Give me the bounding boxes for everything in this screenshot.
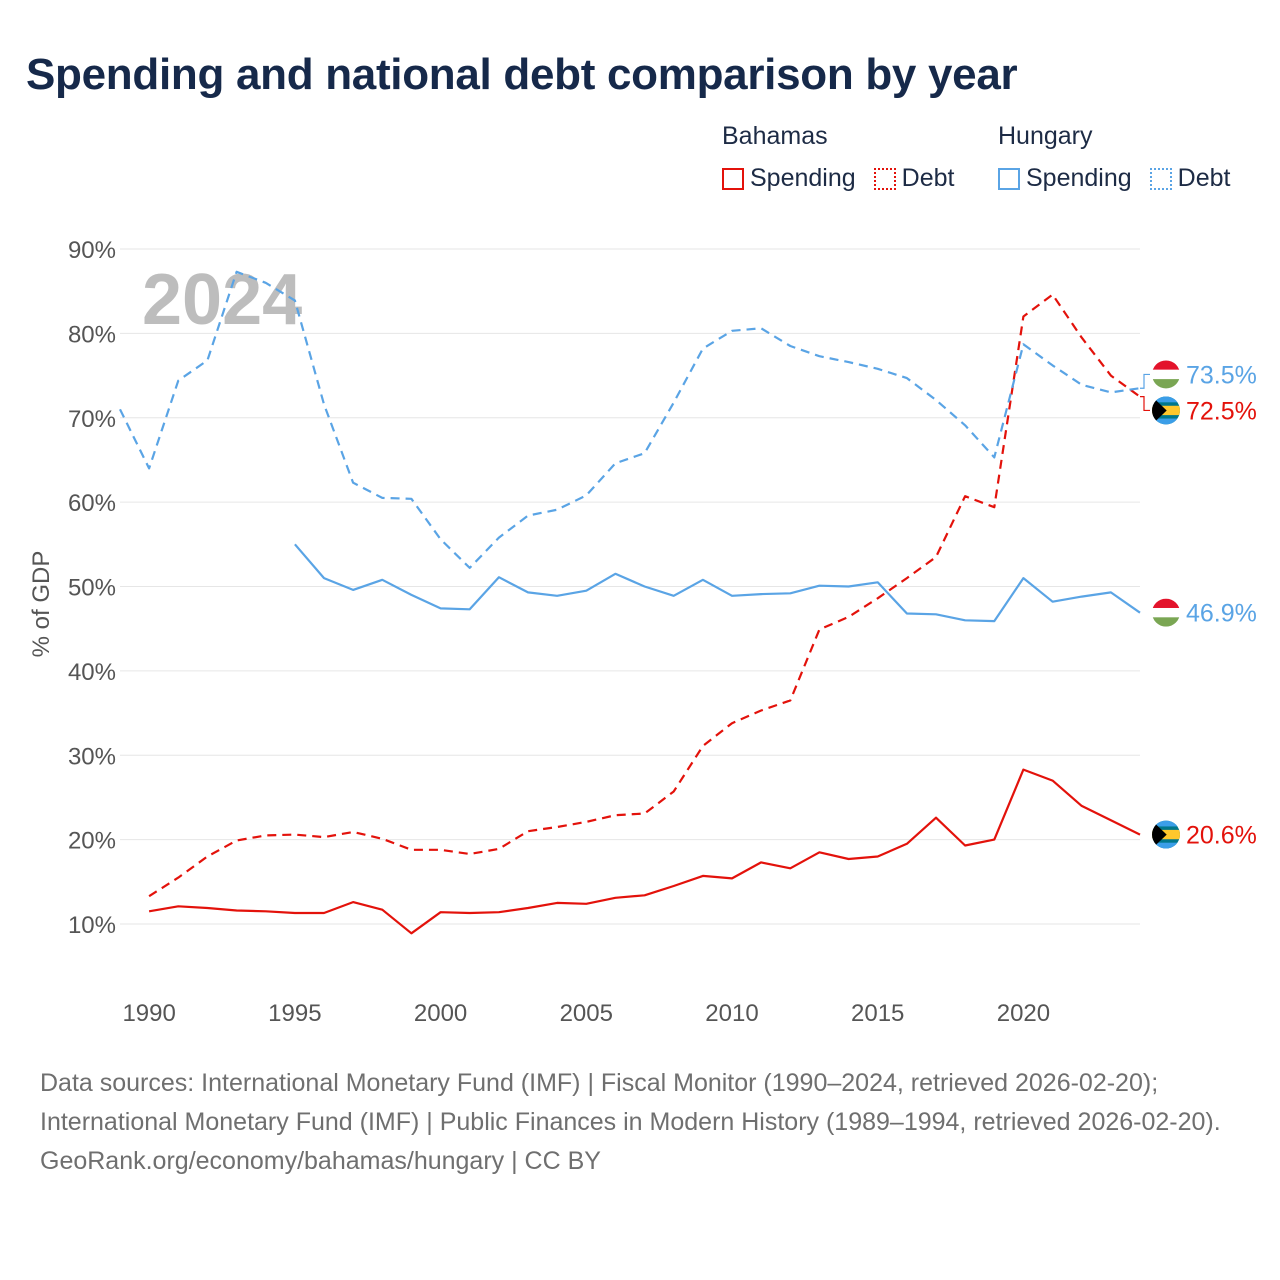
grid-layer xyxy=(120,248,1140,925)
axis-layer: 10% 20% 30% 40% 50% 60% 70% 80% 90% 1990 1995 2000 2… xyxy=(68,237,1050,1027)
legend-solid-swatch-icon xyxy=(722,167,744,190)
data-sources-text: Data sources: International Monetary Fun… xyxy=(40,1069,1221,1136)
end-marker-hungary: 73.5% xyxy=(1140,360,1257,389)
chart-title: Spending and national debt comparison by… xyxy=(26,50,1018,99)
legend-solid-swatch-icon xyxy=(998,167,1020,190)
legend-bahamas-debt-label: Debt xyxy=(901,164,955,192)
x-tick-label: 2015 xyxy=(851,1000,904,1027)
end-marker-bahamas: 20.6% xyxy=(1152,820,1257,850)
y-tick-label: 70% xyxy=(68,406,116,433)
x-tick-label: 2020 xyxy=(997,1000,1050,1027)
y-tick-label: 90% xyxy=(68,237,116,264)
end-marker-bahamas: 72.5% xyxy=(1140,396,1257,425)
end-marker-hungary: 46.9% xyxy=(1152,598,1257,628)
series-layer xyxy=(119,270,1141,935)
legend-hungary: Hungary Spending Debt xyxy=(998,122,1230,193)
legend-bahamas-name: Bahamas xyxy=(722,122,828,150)
leader-line xyxy=(1140,396,1150,412)
y-tick-label: 80% xyxy=(68,321,116,348)
series-line-hungary-debt[interactable] xyxy=(119,270,1141,570)
y-axis-label: % of GDP xyxy=(28,551,55,658)
x-tick-label: 2005 xyxy=(560,1000,613,1027)
x-tick-label: 2010 xyxy=(705,1000,758,1027)
legend-hungary-spending[interactable]: Spending xyxy=(998,164,1132,193)
y-tick-label: 20% xyxy=(68,828,116,855)
line-chart: 2024 10% 20% 30% 40% 50% 60% 70% 80% 90% 1990 1995… xyxy=(28,237,1257,1027)
series-line-hungary-spending[interactable] xyxy=(294,543,1141,623)
year-watermark: 2024 xyxy=(142,260,302,340)
y-tick-label: 30% xyxy=(68,743,116,770)
x-tick-label: 2000 xyxy=(414,1000,467,1027)
y-tick-label: 60% xyxy=(68,490,116,517)
legend-hungary-spending-label: Spending xyxy=(1026,164,1132,192)
x-tick-label: 1990 xyxy=(122,1000,175,1027)
bahamas-flag-icon xyxy=(1152,820,1180,849)
y-tick-label: 10% xyxy=(68,912,116,939)
end-value-label: 20.6% xyxy=(1186,822,1257,850)
legend-hungary-debt[interactable]: Debt xyxy=(1149,164,1231,193)
legend-bahamas-spending-label: Spending xyxy=(750,164,856,192)
legend-dotted-swatch-icon xyxy=(1149,167,1172,190)
end-value-label: 72.5% xyxy=(1186,397,1257,425)
y-tick-label: 40% xyxy=(68,659,116,686)
footer: Data sources: International Monetary Fun… xyxy=(40,1064,1240,1181)
bahamas-flag-icon xyxy=(1152,396,1180,425)
end-value-label: 46.9% xyxy=(1186,600,1257,628)
legend-bahamas-spending[interactable]: Spending xyxy=(722,164,856,193)
series-line-bahamas-debt[interactable] xyxy=(148,293,1141,898)
end-label-layer: 20.6% 72.5% 46.9% 73.5% xyxy=(1140,360,1257,850)
series-line-bahamas-spending[interactable] xyxy=(148,768,1141,935)
legend-bahamas-debt[interactable]: Debt xyxy=(873,164,955,193)
legend-hungary-name: Hungary xyxy=(998,122,1093,150)
leader-line xyxy=(1140,373,1150,389)
y-tick-label: 50% xyxy=(68,575,116,602)
legend-hungary-debt-label: Debt xyxy=(1177,164,1231,192)
legend-dotted-swatch-icon xyxy=(873,167,896,190)
hungary-flag-icon xyxy=(1152,360,1180,389)
legend-bahamas: Bahamas Spending Debt xyxy=(722,122,954,193)
x-tick-label: 1995 xyxy=(268,1000,321,1027)
hungary-flag-icon xyxy=(1152,598,1180,627)
end-value-label: 73.5% xyxy=(1186,361,1257,389)
credit-link[interactable]: GeoRank.org/economy/bahamas/hungary | CC… xyxy=(40,1147,601,1175)
